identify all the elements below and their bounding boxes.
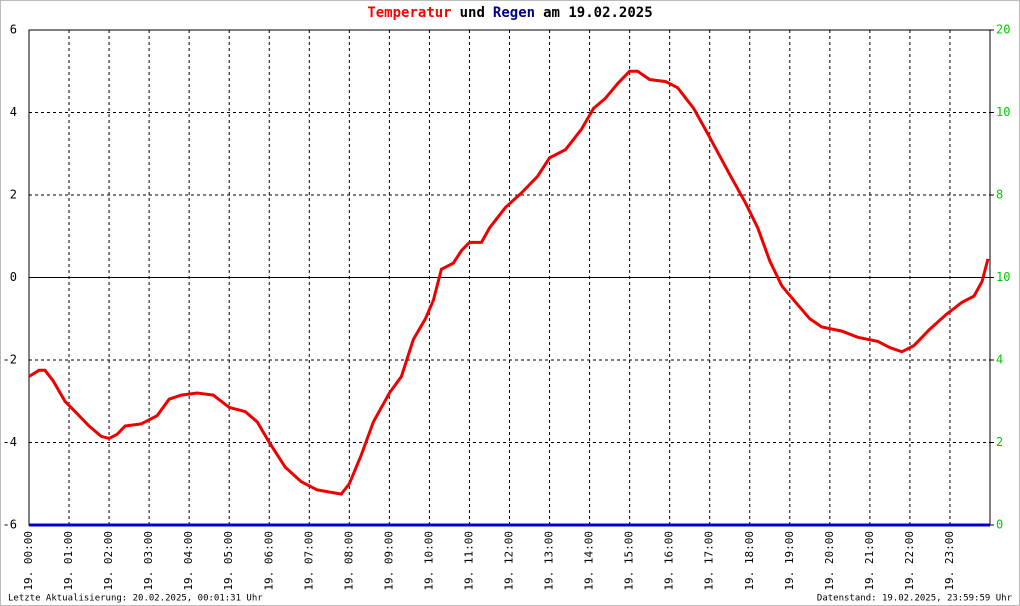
x-tick-label: 19. 11:00 [462, 531, 475, 591]
x-tick-label: 19. 23:00 [943, 531, 956, 591]
x-tick-label: 19. 20:00 [823, 531, 836, 591]
x-tick-label: 19. 18:00 [743, 531, 756, 591]
y2-tick-label: 20 [996, 23, 1010, 37]
x-tick-label: 19. 15:00 [623, 531, 636, 591]
y2-tick-label: 10 [996, 105, 1010, 119]
y-tick-label: -6 [3, 518, 17, 532]
y2-tick-label: 0 [996, 518, 1003, 532]
x-tick-label: 19. 21:00 [863, 531, 876, 591]
y-tick-label: -2 [3, 353, 17, 367]
y2-tick-label: 4 [996, 353, 1003, 367]
footer-left: Letzte Aktualisierung: 20.02.2025, 00:01… [8, 594, 263, 604]
x-tick-label: 19. 04:00 [182, 531, 195, 591]
x-tick-label: 19. 07:00 [302, 531, 315, 591]
chart-title: Temperatur und Regen am 19.02.2025 [367, 5, 652, 21]
y-tick-label: -4 [3, 435, 17, 449]
x-tick-label: 19. 14:00 [583, 531, 596, 591]
x-tick-label: 19. 19:00 [783, 531, 796, 591]
x-tick-label: 19. 16:00 [663, 531, 676, 591]
series-line [28, 69, 990, 496]
y2-tick-label: 10 [996, 270, 1010, 284]
x-tick-label: 19. 10:00 [422, 531, 435, 591]
x-tick-label: 19. 03:00 [142, 531, 155, 591]
x-tick-label: 19. 13:00 [543, 531, 556, 591]
y2-tick-label: 8 [996, 188, 1003, 202]
x-tick-label: 19. 17:00 [703, 531, 716, 591]
y2-tick-label: 2 [996, 435, 1003, 449]
x-tick-label: 19. 02:00 [102, 531, 115, 591]
title-part: und [460, 5, 485, 21]
y-tick-label: 4 [10, 105, 17, 119]
x-tick-label: 19. 08:00 [342, 531, 355, 591]
x-tick-label: 19. 01:00 [62, 531, 75, 591]
y-tick-label: 2 [10, 188, 17, 202]
title-part: Regen [493, 5, 535, 21]
x-tick-label: 19. 06:00 [262, 531, 275, 591]
x-tick-label: 19. 12:00 [503, 531, 516, 591]
y-tick-label: 6 [10, 23, 17, 37]
title-part: am 19.02.2025 [543, 5, 653, 21]
x-tick-label: 19. 09:00 [382, 531, 395, 591]
footer-right: Datenstand: 19.02.2025, 23:59:59 Uhr [817, 594, 1013, 604]
x-tick-label: 19. 05:00 [222, 531, 235, 591]
x-tick-label: 19. 00:00 [22, 531, 35, 591]
x-tick-label: 19. 22:00 [903, 531, 916, 591]
title-part: Temperatur [367, 5, 451, 21]
y-tick-label: 0 [10, 270, 17, 284]
